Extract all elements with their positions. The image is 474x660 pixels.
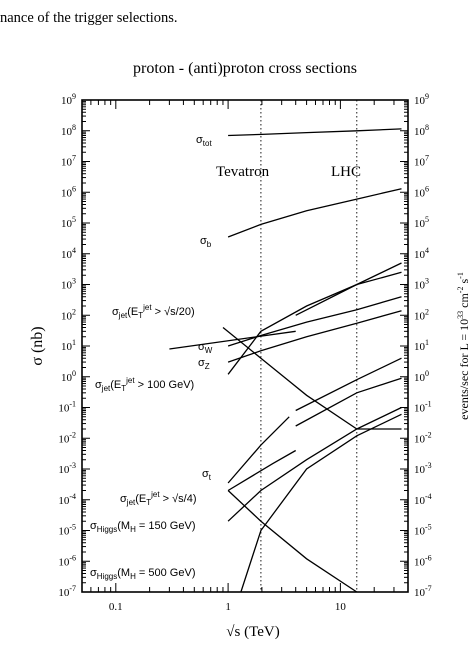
y-tick-label: 10-4	[58, 492, 76, 507]
series-line	[169, 330, 296, 350]
series-annotation: σjet(ETjet > √s/4)	[120, 490, 197, 507]
x-tick-label: 10	[335, 601, 347, 613]
y-tick-label-right: 109	[414, 92, 429, 107]
y-tick-label-right: 10-2	[414, 430, 432, 445]
y-tick-label: 107	[61, 154, 76, 169]
series-annotation: σtot	[196, 134, 212, 148]
y-tick-label: 10-6	[58, 553, 76, 568]
y-tick-label-right: 10-5	[414, 523, 432, 538]
x-axis-title: √s (TeV)	[226, 624, 279, 640]
series-line	[227, 406, 402, 522]
series-annotation: σZ	[198, 357, 210, 371]
series-annotation: σb	[200, 235, 212, 249]
x-tick-label: 0.1	[109, 601, 123, 613]
series-line	[295, 377, 402, 427]
y-tick-label: 104	[61, 246, 76, 261]
chart-title: proton - (anti)proton cross sections	[133, 60, 357, 77]
y-axis-title-right: events/sec for L = 1033 cm-2 s-1	[456, 272, 471, 420]
series-annotation: σHiggs(MH = 150 GeV)	[90, 520, 195, 534]
y-tick-label-right: 103	[414, 277, 429, 292]
y-tick-label-right: 102	[414, 307, 429, 322]
y-tick-label: 10-5	[58, 523, 76, 538]
y-tick-label-right: 108	[414, 123, 429, 138]
y-tick-label: 108	[61, 123, 76, 138]
series-line	[295, 357, 402, 412]
y-tick-label: 106	[61, 184, 76, 199]
y-tick-label: 102	[61, 307, 76, 322]
y-tick-label-right: 101	[414, 338, 429, 353]
x-tick-label: 1	[225, 601, 231, 613]
y-tick-label-right: 10-6	[414, 553, 432, 568]
y-tick-label-right: 107	[414, 154, 429, 169]
series-line	[227, 449, 297, 492]
series-annotation: σjet(ETjet > √s/20)	[112, 303, 195, 320]
series-annotation: σW	[198, 341, 213, 355]
y-tick-label: 10-2	[58, 430, 76, 445]
series-annotation: σt	[202, 468, 212, 482]
y-tick-label: 10-3	[58, 461, 76, 476]
y-tick-label: 103	[61, 277, 76, 292]
series-line	[227, 416, 290, 484]
series-line	[227, 188, 402, 238]
y-tick-label-right: 100	[414, 369, 429, 384]
y-tick-label: 10-1	[58, 400, 76, 415]
series-annotation: LHC	[331, 164, 361, 180]
series-line	[295, 262, 402, 316]
series-annotation: σHiggs(MH = 500 GeV)	[90, 567, 195, 581]
series-line	[228, 128, 402, 137]
page-header-fragment: nance of the trigger selections.	[0, 10, 178, 26]
series-line	[222, 326, 402, 430]
series-annotation: Tevatron	[216, 164, 270, 180]
y-axis-title-left: σ (nb)	[29, 326, 46, 365]
y-tick-label-right: 106	[414, 184, 429, 199]
series-line	[227, 271, 402, 375]
y-tick-label: 100	[61, 369, 76, 384]
y-tick-label-right: 104	[414, 246, 429, 261]
y-tick-label: 109	[61, 92, 76, 107]
series-annotation: σjet(ETjet > 100 GeV)	[95, 376, 194, 393]
y-tick-label-right: 10-1	[414, 400, 432, 415]
series-line	[227, 310, 402, 363]
y-tick-label-right: 105	[414, 215, 429, 230]
y-tick-label: 10-7	[58, 584, 76, 599]
y-tick-label-right: 10-4	[414, 492, 432, 507]
series-line	[227, 296, 402, 347]
y-tick-label-right: 10-7	[414, 584, 432, 599]
y-tick-label: 105	[61, 215, 76, 230]
y-tick-label-right: 10-3	[414, 461, 432, 476]
y-tick-label: 101	[61, 338, 76, 353]
series-line	[227, 490, 358, 593]
